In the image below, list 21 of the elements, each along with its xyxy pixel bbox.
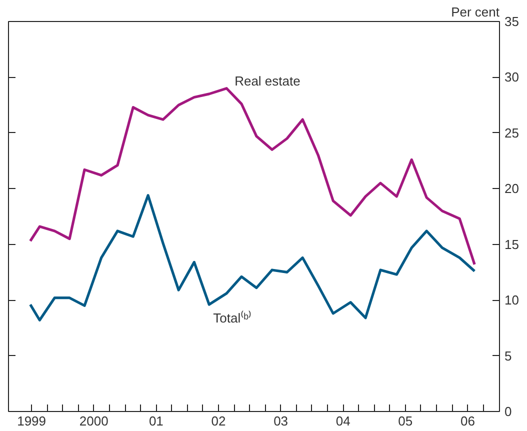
series-label: Real estate <box>234 73 300 88</box>
x-tick-label: 02 <box>211 414 226 428</box>
y-tick-label: 5 <box>504 348 512 364</box>
y-tick-label: 15 <box>504 236 519 252</box>
y-tick-label: 20 <box>504 181 519 196</box>
y-tick-label: 10 <box>504 292 519 308</box>
y-tick-label: 35 <box>504 14 519 29</box>
series-label: Total⁽ᵇ⁾ <box>213 310 252 326</box>
y-tick-label: 0 <box>504 404 512 419</box>
x-tick-label: 2000 <box>79 414 108 428</box>
y-axis-title: Per cent <box>451 4 500 20</box>
x-tick-label: 1999 <box>17 414 46 428</box>
line-series <box>29 87 476 266</box>
x-tick-label: 04 <box>336 414 350 428</box>
line-series <box>29 194 476 322</box>
x-tick-label: 03 <box>274 414 288 428</box>
x-tick-label: 01 <box>148 414 164 428</box>
y-tick-label: 25 <box>504 125 519 140</box>
y-tick-label: 30 <box>504 70 519 85</box>
x-tick-label: 06 <box>460 414 475 428</box>
x-tick-label: 05 <box>398 414 413 428</box>
